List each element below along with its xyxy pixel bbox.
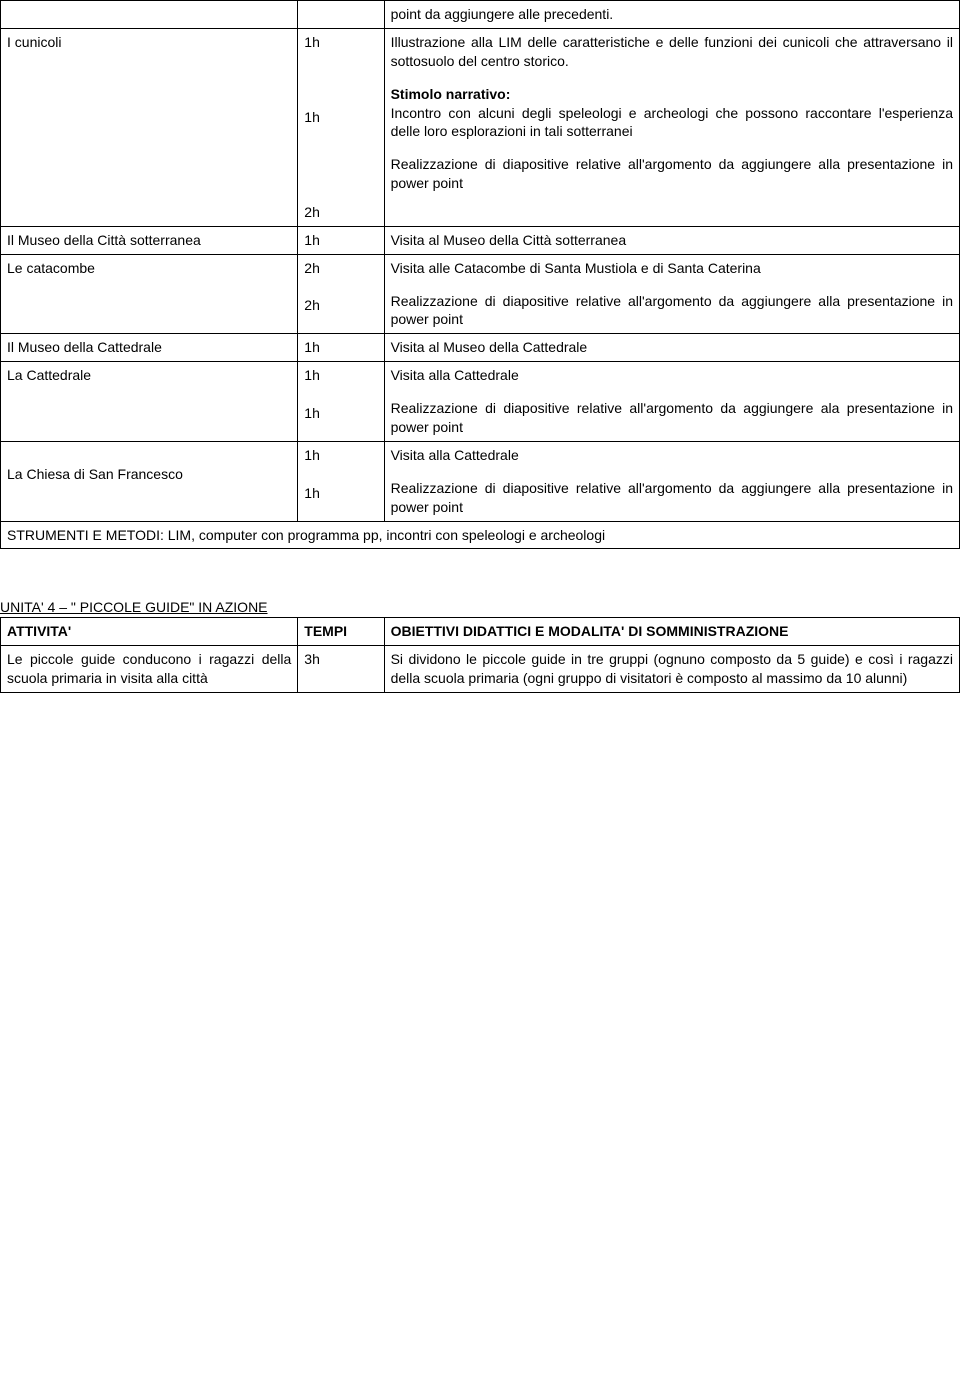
text: I cunicoli xyxy=(7,34,61,50)
text: 1h xyxy=(304,232,320,248)
cell-time: 1h xyxy=(298,226,384,254)
table-row: Il Museo della Città sotterranea 1h Visi… xyxy=(1,226,960,254)
text: Visita alla Cattedrale xyxy=(391,446,953,465)
time-line: 1h xyxy=(304,366,377,385)
text: UNITA' 4 – " PICCOLE GUIDE" IN AZIONE xyxy=(0,599,268,615)
table-row: Le piccole guide conducono i ragazzi del… xyxy=(1,646,960,693)
text: Si dividono le piccole guide in tre grup… xyxy=(391,651,953,686)
text: Illustrazione alla LIM delle caratterist… xyxy=(391,33,953,71)
cell-desc: Si dividono le piccole guide in tre grup… xyxy=(384,646,959,693)
text: Visita alla Cattedrale xyxy=(391,366,953,385)
cell-desc: Visita alla Cattedrale Realizzazione di … xyxy=(384,441,959,521)
cell-activity xyxy=(1,1,298,29)
table-row: Il Museo della Cattedrale 1h Visita al M… xyxy=(1,334,960,362)
time-line: 2h xyxy=(304,259,377,278)
cell-time: 1h xyxy=(298,334,384,362)
text: Stimolo narrativo: xyxy=(391,85,953,104)
cell-time: 1h 1h 2h xyxy=(298,28,384,226)
cell-activity: La Chiesa di San Francesco xyxy=(1,441,298,521)
curriculum-table-1: point da aggiungere alle precedenti. I c… xyxy=(0,0,960,549)
cell-time: 1h 1h xyxy=(298,362,384,442)
cell-time: 1h 1h xyxy=(298,441,384,521)
text: STRUMENTI E METODI: LIM, computer con pr… xyxy=(7,527,605,543)
table-footer-row: STRUMENTI E METODI: LIM, computer con pr… xyxy=(1,521,960,549)
cell-activity: Il Museo della Città sotterranea xyxy=(1,226,298,254)
text: Le catacombe xyxy=(7,260,95,276)
text: Realizzazione di diapositive relative al… xyxy=(391,292,953,330)
header-activity: ATTIVITA' xyxy=(1,618,298,646)
text: Il Museo della Cattedrale xyxy=(7,339,162,355)
cell-desc: Illustrazione alla LIM delle caratterist… xyxy=(384,28,959,226)
time-line: 1h xyxy=(304,108,377,127)
header-time: TEMPI xyxy=(298,618,384,646)
cell-desc: point da aggiungere alle precedenti. xyxy=(384,1,959,29)
cell-activity: I cunicoli xyxy=(1,28,298,226)
text: Realizzazione di diapositive relative al… xyxy=(391,399,953,437)
text: Il Museo della Città sotterranea xyxy=(7,232,201,248)
table-row: La Chiesa di San Francesco 1h 1h Visita … xyxy=(1,441,960,521)
time-line: 1h xyxy=(304,484,377,503)
text: Visita al Museo della Cattedrale xyxy=(391,339,588,355)
cell-time xyxy=(298,1,384,29)
cell-desc: Visita alle Catacombe di Santa Mustiola … xyxy=(384,254,959,334)
time-line: 1h xyxy=(304,33,377,52)
cell-desc: Visita al Museo della Città sotterranea xyxy=(384,226,959,254)
table-row: point da aggiungere alle precedenti. xyxy=(1,1,960,29)
time-line: 2h xyxy=(304,296,377,315)
text: Realizzazione di diapositive relative al… xyxy=(391,155,953,193)
text: Visita alle Catacombe di Santa Mustiola … xyxy=(391,259,953,278)
cell-time: 3h xyxy=(298,646,384,693)
text: 3h xyxy=(304,651,320,667)
text: OBIETTIVI DIDATTICI E MODALITA' DI SOMMI… xyxy=(391,623,789,639)
cell-time: 2h 2h xyxy=(298,254,384,334)
table-header-row: ATTIVITA' TEMPI OBIETTIVI DIDATTICI E MO… xyxy=(1,618,960,646)
text: La Cattedrale xyxy=(7,367,91,383)
cell-activity: Le catacombe xyxy=(1,254,298,334)
text: Realizzazione di diapositive relative al… xyxy=(391,479,953,517)
text: 1h xyxy=(304,339,320,355)
text: Visita al Museo della Città sotterranea xyxy=(391,232,627,248)
table-row: La Cattedrale 1h 1h Visita alla Cattedra… xyxy=(1,362,960,442)
cell-activity: Il Museo della Cattedrale xyxy=(1,334,298,362)
text: point da aggiungere alle precedenti. xyxy=(391,6,614,22)
text: Incontro con alcuni degli speleologi e a… xyxy=(391,104,953,142)
time-line: 1h xyxy=(304,404,377,423)
cell-activity: Le piccole guide conducono i ragazzi del… xyxy=(1,646,298,693)
text: TEMPI xyxy=(304,623,347,639)
text: La Chiesa di San Francesco xyxy=(7,466,183,482)
unit4-table: ATTIVITA' TEMPI OBIETTIVI DIDATTICI E MO… xyxy=(0,617,960,693)
cell-desc: Visita alla Cattedrale Realizzazione di … xyxy=(384,362,959,442)
text: Le piccole guide conducono i ragazzi del… xyxy=(7,651,291,686)
table-row: Le catacombe 2h 2h Visita alle Catacombe… xyxy=(1,254,960,334)
unit4-heading: UNITA' 4 – " PICCOLE GUIDE" IN AZIONE xyxy=(0,599,960,617)
text: ATTIVITA' xyxy=(7,623,71,639)
cell-activity: La Cattedrale xyxy=(1,362,298,442)
cell-footer: STRUMENTI E METODI: LIM, computer con pr… xyxy=(1,521,960,549)
header-objectives: OBIETTIVI DIDATTICI E MODALITA' DI SOMMI… xyxy=(384,618,959,646)
table-row: I cunicoli 1h 1h 2h Illustrazione alla L… xyxy=(1,28,960,226)
time-line: 2h xyxy=(304,203,377,222)
cell-desc: Visita al Museo della Cattedrale xyxy=(384,334,959,362)
time-line: 1h xyxy=(304,446,377,465)
